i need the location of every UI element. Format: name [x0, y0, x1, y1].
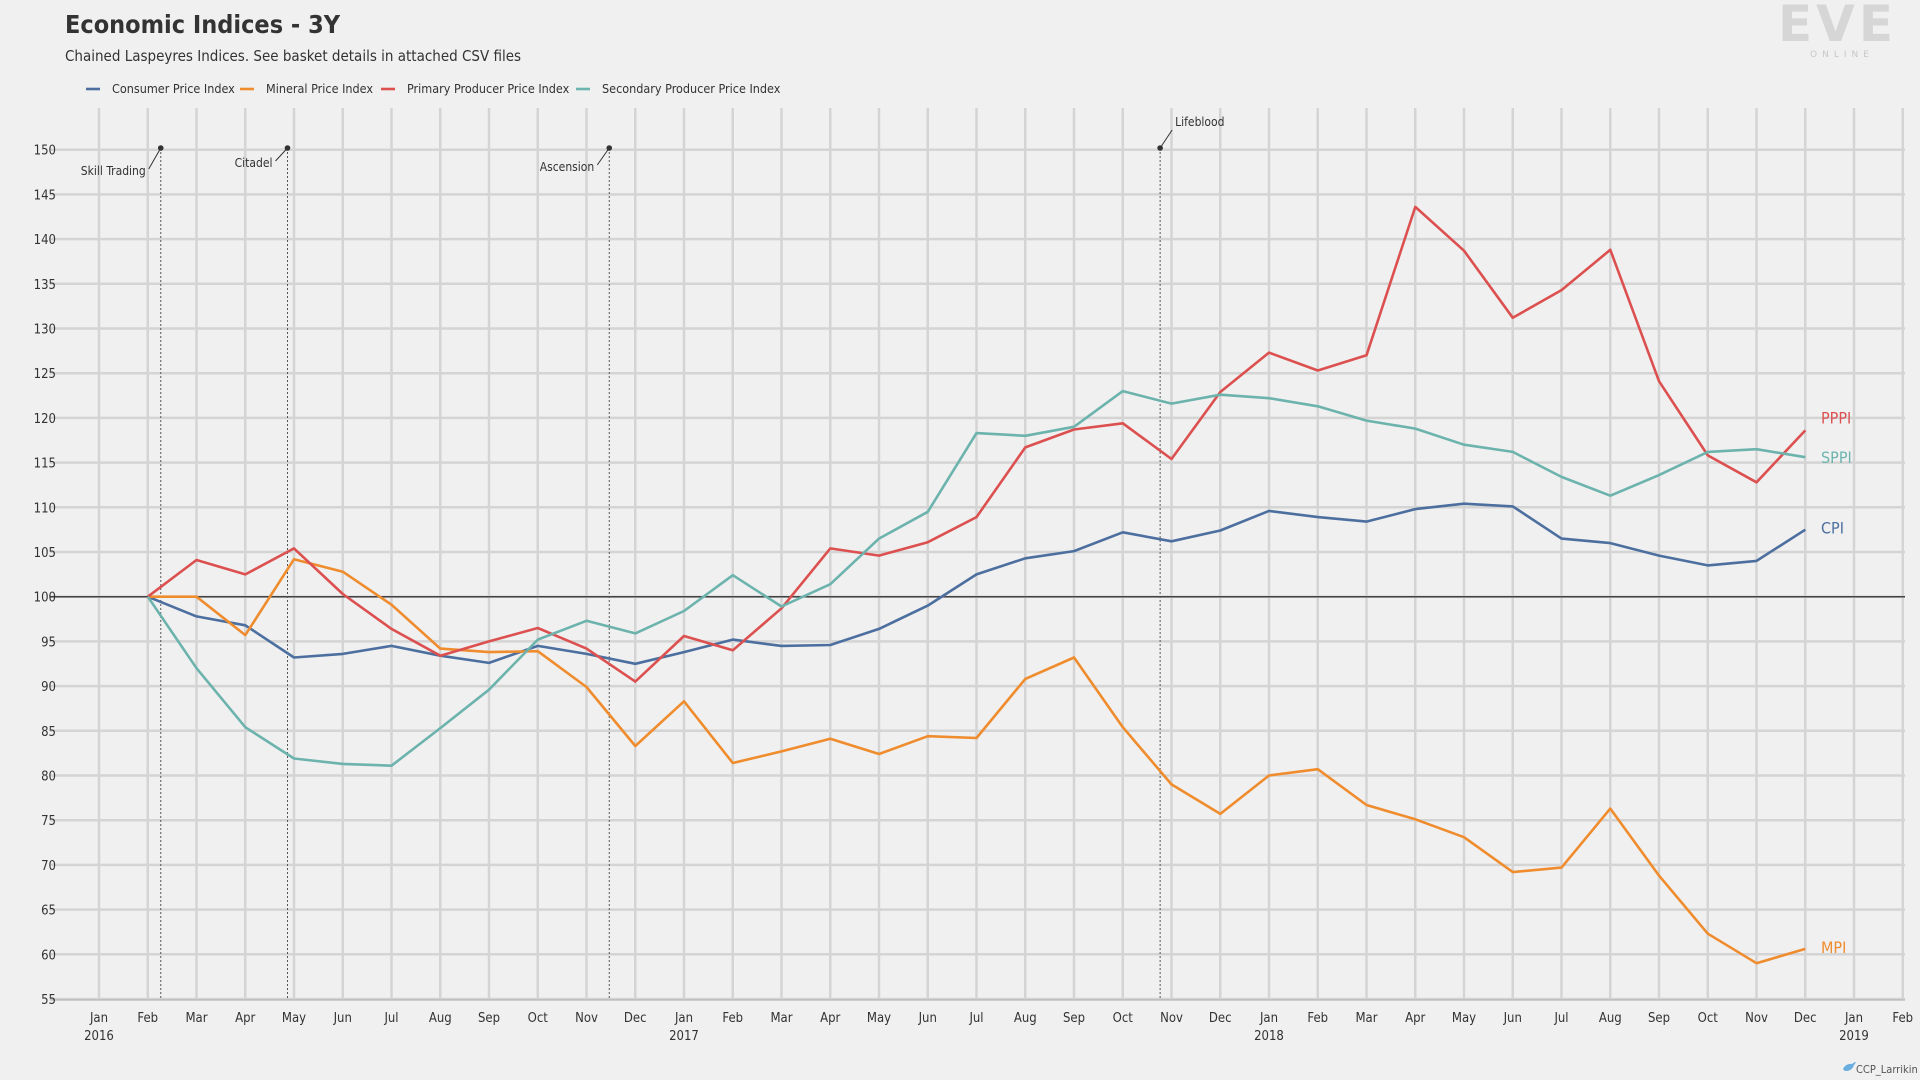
y-tick-label: 125 — [34, 367, 56, 382]
bird-icon — [1843, 1062, 1856, 1071]
end-label-cpi: CPI — [1821, 519, 1844, 538]
y-tick-label: 65 — [41, 904, 56, 919]
y-tick-label: 100 — [34, 591, 56, 606]
x-tick-year: 2017 — [669, 1029, 699, 1044]
x-tick-month: Jul — [968, 1011, 983, 1026]
x-tick-month: Nov — [1160, 1011, 1183, 1026]
x-tick-month: Sep — [478, 1011, 500, 1026]
x-tick-month: Nov — [575, 1011, 598, 1026]
x-tick-year: 2019 — [1839, 1029, 1869, 1044]
series-line-cpi — [147, 502, 1807, 666]
x-tick-month: Mar — [770, 1011, 792, 1026]
x-tick-month: Sep — [1648, 1011, 1670, 1026]
series-lines — [146, 205, 1807, 965]
x-tick-month: Aug — [1599, 1011, 1622, 1026]
x-tick-month: Dec — [1209, 1011, 1232, 1026]
x-tick-month: Oct — [528, 1011, 549, 1026]
x-tick-month: Nov — [1745, 1011, 1768, 1026]
chart-title: Economic Indices - 3Y — [65, 10, 341, 39]
end-label-mpi: MPI — [1821, 938, 1846, 957]
x-tick-month: Jan — [89, 1011, 108, 1026]
y-tick-label: 135 — [34, 278, 56, 293]
legend-item: Primary Producer Price Index — [407, 81, 570, 96]
x-tick-month: Aug — [1014, 1011, 1037, 1026]
x-tick-month: Apr — [1405, 1011, 1425, 1026]
event-label: Ascension — [540, 160, 595, 174]
x-tick-month: Jul — [1553, 1011, 1568, 1026]
x-tick-month: May — [867, 1011, 891, 1026]
eve-online-logo: EVE ONLINE — [1778, 0, 1897, 60]
legend-item: Consumer Price Index — [112, 81, 235, 96]
logo-subtext: ONLINE — [1810, 50, 1874, 60]
x-tick-month: Apr — [820, 1011, 840, 1026]
y-tick-label: 55 — [41, 993, 56, 1008]
x-axis-ticks: Jan 2016 Feb Mar Apr May Jun Jul Aug Sep Oct Nov Dec… — [84, 1011, 1913, 1044]
credit-handle: CCP_Larrikin — [1856, 1063, 1918, 1076]
event-markers: Skill Trading Citadel Ascension Lifeblood — [81, 115, 1225, 1000]
y-tick-label: 110 — [34, 501, 56, 516]
x-tick-month: Dec — [1794, 1011, 1817, 1026]
x-tick-year: 2018 — [1254, 1029, 1284, 1044]
x-tick-month: Feb — [1892, 1011, 1913, 1026]
x-tick-month: Feb — [1307, 1011, 1328, 1026]
y-tick-label: 90 — [41, 680, 56, 695]
x-tick-year: 2016 — [84, 1029, 114, 1044]
series-end-labels: CPI MPI PPPI SPPI — [1821, 408, 1852, 957]
x-tick-month: Jan — [1844, 1011, 1863, 1026]
x-tick-month: Jan — [674, 1011, 693, 1026]
y-tick-label: 75 — [41, 814, 56, 829]
y-tick-label: 85 — [41, 725, 56, 740]
legend-item: Mineral Price Index — [266, 81, 373, 96]
x-tick-month: Mar — [185, 1011, 207, 1026]
x-tick-month: Apr — [235, 1011, 255, 1026]
x-tick-month: Jun — [918, 1011, 937, 1026]
y-tick-label: 120 — [34, 412, 56, 427]
series-line-mpi — [147, 557, 1806, 965]
x-tick-month: Dec — [624, 1011, 647, 1026]
x-tick-month: Jun — [1503, 1011, 1522, 1026]
event-leader — [1159, 129, 1173, 149]
x-tick-month: Aug — [429, 1011, 452, 1026]
x-tick-month: Mar — [1355, 1011, 1377, 1026]
y-axis-ticks: 55 60 65 70 75 80 85 90 95 100 105 110 115 120 125 130 1… — [34, 144, 56, 1008]
y-tick-label: 95 — [41, 635, 56, 650]
x-tick-month: Jun — [333, 1011, 352, 1026]
y-tick-label: 80 — [41, 770, 56, 785]
event-label: Lifeblood — [1175, 115, 1224, 129]
series-line-sppi — [146, 389, 1806, 768]
legend: Consumer Price Index Mineral Price Index P… — [86, 81, 781, 96]
end-label-sppi: SPPI — [1821, 448, 1852, 467]
series-line-pppi — [147, 205, 1807, 683]
legend-item: Secondary Producer Price Index — [602, 81, 781, 96]
event-leader — [275, 147, 288, 162]
x-tick-month: Jan — [1259, 1011, 1278, 1026]
x-tick-month: Feb — [137, 1011, 158, 1026]
y-tick-label: 60 — [41, 948, 56, 963]
y-tick-label: 115 — [34, 457, 56, 472]
chart-subtitle: Chained Laspeyres Indices. See basket de… — [65, 47, 521, 65]
event-label: Skill Trading — [81, 164, 146, 178]
y-tick-label: 145 — [34, 188, 56, 203]
end-label-pppi: PPPI — [1821, 408, 1851, 427]
x-tick-month: Oct — [1698, 1011, 1719, 1026]
y-tick-label: 150 — [34, 144, 56, 159]
event-label: Citadel — [235, 156, 273, 170]
x-tick-month: Jul — [383, 1011, 398, 1026]
grid — [50, 108, 1905, 1001]
x-tick-month: May — [1452, 1011, 1476, 1026]
event-leader — [596, 147, 610, 166]
y-tick-label: 140 — [34, 233, 56, 248]
x-tick-month: May — [282, 1011, 306, 1026]
credit: CCP_Larrikin — [1843, 1062, 1918, 1076]
x-tick-month: Sep — [1063, 1011, 1085, 1026]
x-tick-month: Oct — [1113, 1011, 1134, 1026]
y-tick-label: 130 — [34, 323, 56, 338]
event-leader — [148, 147, 162, 170]
x-tick-month: Feb — [722, 1011, 743, 1026]
logo-text: EVE — [1778, 0, 1897, 53]
y-tick-label: 70 — [41, 859, 56, 874]
y-tick-label: 105 — [34, 546, 56, 561]
